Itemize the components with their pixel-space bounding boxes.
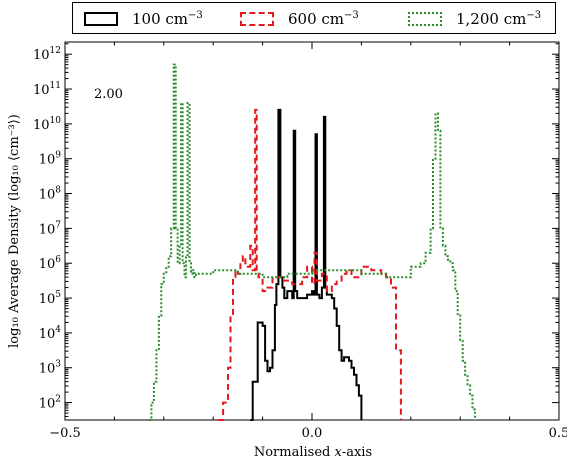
y-tick-label: 1011 <box>33 81 61 98</box>
y-tick-base: 10 <box>33 48 50 63</box>
series-line-0 <box>250 108 363 421</box>
y-tick-base: 10 <box>33 118 50 133</box>
legend-label: 600 cm−3 <box>288 10 359 28</box>
y-tick-label: 108 <box>39 186 62 203</box>
y-tick-label: 106 <box>39 255 62 272</box>
x-axis-label: Normalised x-axis <box>254 445 372 460</box>
legend-swatch-dashed <box>240 12 274 26</box>
y-axis-label: log₁₀ Average Density (log₁₀ ⟨cm⁻³⟩) <box>7 114 22 348</box>
y-tick-label: 1010 <box>33 116 61 133</box>
series-line-2 <box>149 63 476 421</box>
y-tick-label: 104 <box>39 325 62 342</box>
series-layer <box>149 63 476 421</box>
plot-frame <box>64 41 560 421</box>
x-tick-label: −0.5 <box>49 426 81 441</box>
legend-label: 100 cm−3 <box>132 10 203 28</box>
y-tick-label: 102 <box>39 395 61 412</box>
y-tick-base: 10 <box>39 397 56 412</box>
plot-annotation: 2.00 <box>94 87 123 102</box>
y-tick-exponent: 6 <box>55 255 61 265</box>
y-tick-exponent: 4 <box>55 325 61 335</box>
axis-ticks: −0.5 0.0 0.5102103104105106107108109101010… <box>33 42 567 441</box>
legend-entry-100: 100 cm−3 <box>84 8 203 30</box>
y-tick-base: 10 <box>39 222 56 237</box>
legend-entry-1200: 1,200 cm−3 <box>408 8 541 30</box>
legend-label: 1,200 cm−3 <box>456 10 542 28</box>
y-tick-base: 10 <box>39 362 56 377</box>
y-tick-label: 1012 <box>33 46 61 63</box>
y-tick-exponent: 12 <box>50 46 61 56</box>
y-tick-exponent: 5 <box>55 290 61 300</box>
y-tick-label: 103 <box>39 360 62 377</box>
y-tick-label: 105 <box>39 290 62 307</box>
y-tick-base: 10 <box>39 292 56 307</box>
y-tick-exponent: 7 <box>55 220 61 230</box>
y-tick-base: 10 <box>39 188 56 203</box>
y-tick-base: 10 <box>39 257 56 272</box>
x-tick-label: 0.0 <box>302 426 323 441</box>
x-tick-label: 0.5 <box>549 426 567 441</box>
y-tick-label: 109 <box>39 151 62 168</box>
legend-swatch-dotted <box>408 12 442 26</box>
legend-swatch-solid <box>84 12 118 26</box>
y-tick-exponent: 10 <box>50 116 62 126</box>
y-tick-base: 10 <box>39 153 56 168</box>
legend: 100 cm−3 600 cm−3 1,200 cm−3 <box>72 2 556 34</box>
series-line-1 <box>218 108 402 421</box>
y-tick-exponent: 3 <box>55 360 61 370</box>
y-tick-base: 10 <box>33 83 50 98</box>
y-tick-label: 107 <box>39 220 62 237</box>
y-tick-exponent: 8 <box>55 186 61 196</box>
y-tick-exponent: 2 <box>55 395 61 405</box>
y-tick-base: 10 <box>39 327 56 342</box>
legend-entry-600: 600 cm−3 <box>240 8 359 30</box>
y-tick-exponent: 11 <box>50 81 61 91</box>
y-tick-exponent: 9 <box>55 151 61 161</box>
